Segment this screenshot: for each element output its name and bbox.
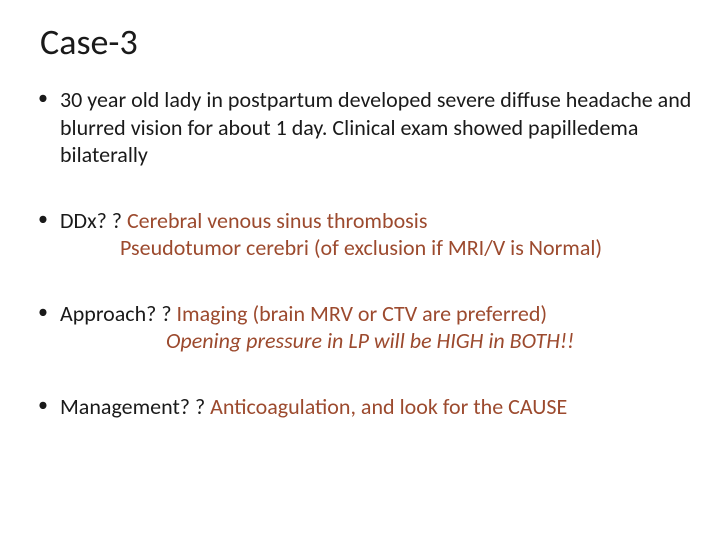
case-text: 30 year old lady in postpartum developed…: [60, 86, 691, 168]
ddx-label: DDx? ?: [60, 207, 127, 234]
management-answer: Anticoagulation, and look for the CAUSE: [210, 393, 567, 420]
management-label: Management? ?: [60, 393, 210, 420]
ddx-answer-2: Pseudotumor cerebri (of exclusion if MRI…: [60, 234, 692, 262]
approach-label: Approach? ?: [60, 300, 177, 327]
bullet-list: 30 year old lady in postpartum developed…: [28, 86, 692, 420]
approach-answer-1: Imaging (brain MRV or CTV are preferred): [177, 300, 548, 327]
bullet-case-description: 30 year old lady in postpartum developed…: [28, 86, 692, 169]
slide-content: Case-3 30 year old lady in postpartum de…: [0, 0, 720, 540]
bullet-ddx: DDx? ? Cerebral venous sinus thrombosis …: [28, 207, 692, 262]
approach-answer-2: Opening pressure in LP will be HIGH in B…: [60, 327, 692, 355]
ddx-answer-1: Cerebral venous sinus thrombosis: [127, 207, 428, 234]
slide-title: Case-3: [40, 20, 692, 64]
bullet-approach: Approach? ? Imaging (brain MRV or CTV ar…: [28, 300, 692, 355]
bullet-management: Management? ? Anticoagulation, and look …: [28, 393, 692, 421]
